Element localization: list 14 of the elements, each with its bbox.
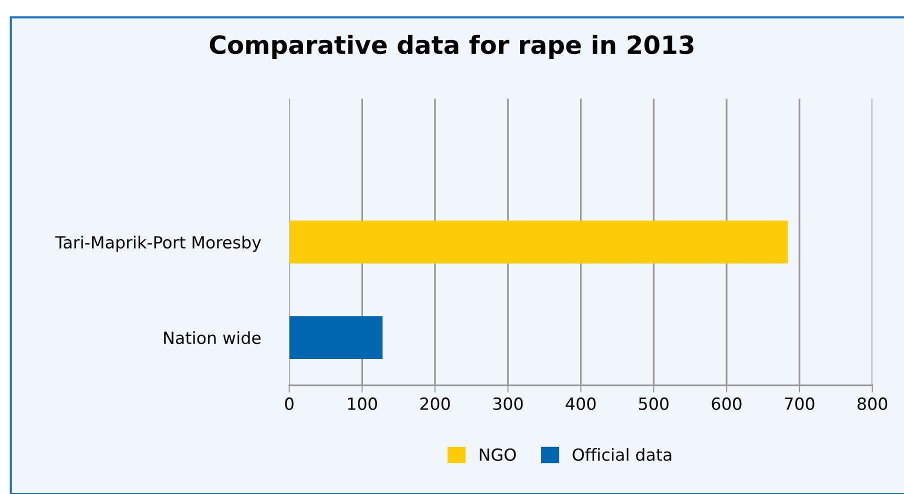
x-tick-label: 800 xyxy=(858,397,888,410)
x-tick-label: 400 xyxy=(566,397,596,410)
x-tick-label: 0 xyxy=(285,397,294,410)
y-tick-label: Nation wide xyxy=(164,331,261,344)
x-tick-label: 300 xyxy=(493,397,523,410)
x-tick-label: 700 xyxy=(784,397,814,410)
x-tick-label: 600 xyxy=(712,397,742,410)
x-tick-label: 500 xyxy=(639,397,669,410)
x-tick-label: 100 xyxy=(348,397,377,410)
legend-label: Official data xyxy=(572,448,672,461)
chart-title: Comparative data for rape in 2013 xyxy=(210,34,694,60)
x-tick-label: 200 xyxy=(420,397,450,410)
y-tick-label: Tari-Maprik-Port Moresby xyxy=(55,236,262,252)
legend-label: NGO xyxy=(480,448,516,461)
